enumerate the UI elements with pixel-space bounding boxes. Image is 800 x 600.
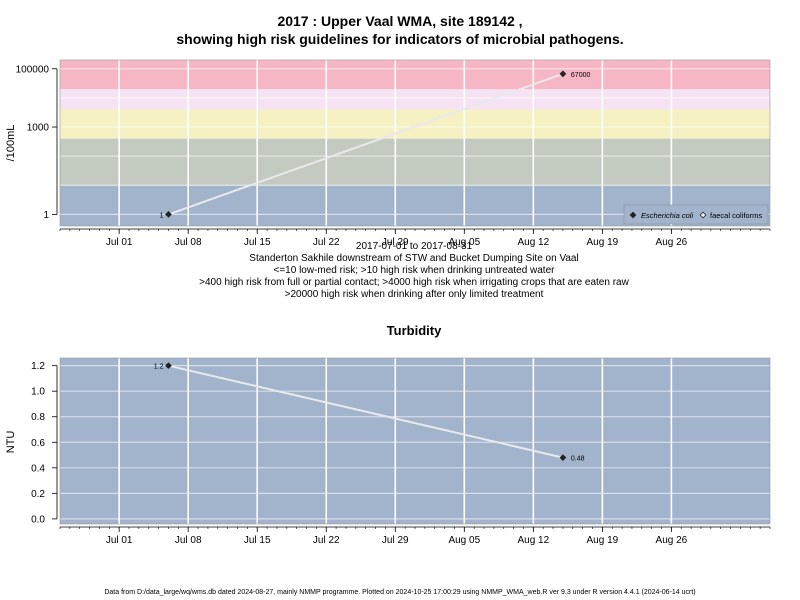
data-label: 67000: [571, 72, 591, 79]
y-tick-label: 0.8: [31, 412, 45, 423]
chart-title: 2017 : Upper Vaal WMA, site 189142 , sho…: [0, 12, 800, 48]
risk-note-3: >20000 high risk when drinking after onl…: [284, 289, 544, 300]
turbidity-point: [559, 454, 567, 461]
y-tick-label: 0.2: [31, 489, 45, 500]
risk-band: [60, 138, 770, 186]
y-tick-label: 1000: [27, 123, 50, 134]
data-label: 0.48: [571, 456, 585, 463]
legend-ecoli-label: Escherichia coli: [641, 211, 693, 220]
plot-frame: [59, 357, 771, 525]
risk-note-1: <=10 low-med risk; >10 high risk when dr…: [273, 265, 555, 276]
x-tick-label: Aug 05: [448, 237, 480, 248]
risk-band: [60, 89, 770, 110]
footer-note: Data from D:/data_large/wq/wms.db dated …: [104, 589, 696, 596]
x-tick-label: Jul 22: [313, 237, 340, 248]
y-tick-label: 100000: [16, 64, 50, 75]
risk-band: [60, 109, 770, 139]
x-tick-label: Jul 08: [175, 535, 202, 546]
date-range-text: 2017-07-01 to 2017-08-31: [355, 241, 473, 252]
x-tick-label: Jul 22: [313, 535, 340, 546]
turbidity-point: [165, 362, 172, 370]
microbial-chart: Jul 01 Jul 08 Jul 15 Jul 22 Jul 29 Aug 05 Aug …: [5, 59, 771, 248]
y-tick-label: 0.6: [31, 438, 45, 449]
site-description: Standerton Sakhile downstream of STW and…: [249, 253, 579, 264]
legend-faecal-label: faecal coliforms: [710, 211, 762, 220]
turbidity-title: Turbidity: [386, 323, 442, 338]
x-tick-label: Jul 29: [382, 535, 409, 546]
y-tick-label: 1.0: [31, 387, 45, 398]
y-tick-label: 1.2: [31, 361, 45, 372]
x-tick-label: Jul 01: [106, 237, 133, 248]
risk-band: [60, 60, 770, 90]
data-label: 1: [160, 212, 164, 219]
plot-background: [60, 358, 770, 524]
turbidity-line: [168, 364, 564, 459]
x-tick-label: Jul 01: [106, 535, 133, 546]
y-axis-label: /100mL: [5, 125, 17, 162]
chart-title-line2: showing high risk guidelines for indicat…: [176, 31, 624, 47]
risk-note-2: >400 high risk from full or partial cont…: [199, 277, 629, 288]
x-tick-label: Aug 26: [656, 535, 688, 546]
x-tick-label: Aug 12: [517, 237, 549, 248]
ecoli-point: [165, 211, 172, 218]
chart-title-line1: 2017 : Upper Vaal WMA, site 189142 ,: [277, 13, 523, 29]
x-tick-label: Jul 15: [244, 535, 271, 546]
y-axis-label: NTU: [5, 431, 17, 454]
legend-faecal-icon: [699, 211, 707, 219]
plot-frame: [59, 59, 771, 227]
legend-ecoli-icon: [629, 211, 637, 219]
x-tick-label: Jul 08: [175, 237, 202, 248]
x-tick-label: Jul 29: [382, 237, 409, 248]
x-tick-label: Aug 26: [656, 237, 688, 248]
ecoli-line: [168, 72, 564, 216]
x-tick-label: Aug 19: [587, 237, 619, 248]
legend: Escherichia coli faecal coliforms: [623, 204, 769, 225]
x-tick-label: Aug 12: [517, 535, 549, 546]
x-tick-label: Aug 19: [587, 535, 619, 546]
ecoli-point: [559, 70, 567, 78]
data-label: 1.2: [154, 364, 164, 371]
x-tick-label: Aug 05: [448, 535, 480, 546]
y-tick-label: 0.0: [31, 514, 45, 525]
turbidity-chart: Jul 01 Jul 08 Jul 15 Jul 22 Jul 29 Aug 05 Aug …: [5, 357, 771, 546]
x-tick-label: Jul 15: [244, 237, 271, 248]
legend-box: [623, 204, 769, 225]
y-tick-label: 0.4: [31, 463, 45, 474]
y-tick-label: 1: [43, 210, 49, 221]
